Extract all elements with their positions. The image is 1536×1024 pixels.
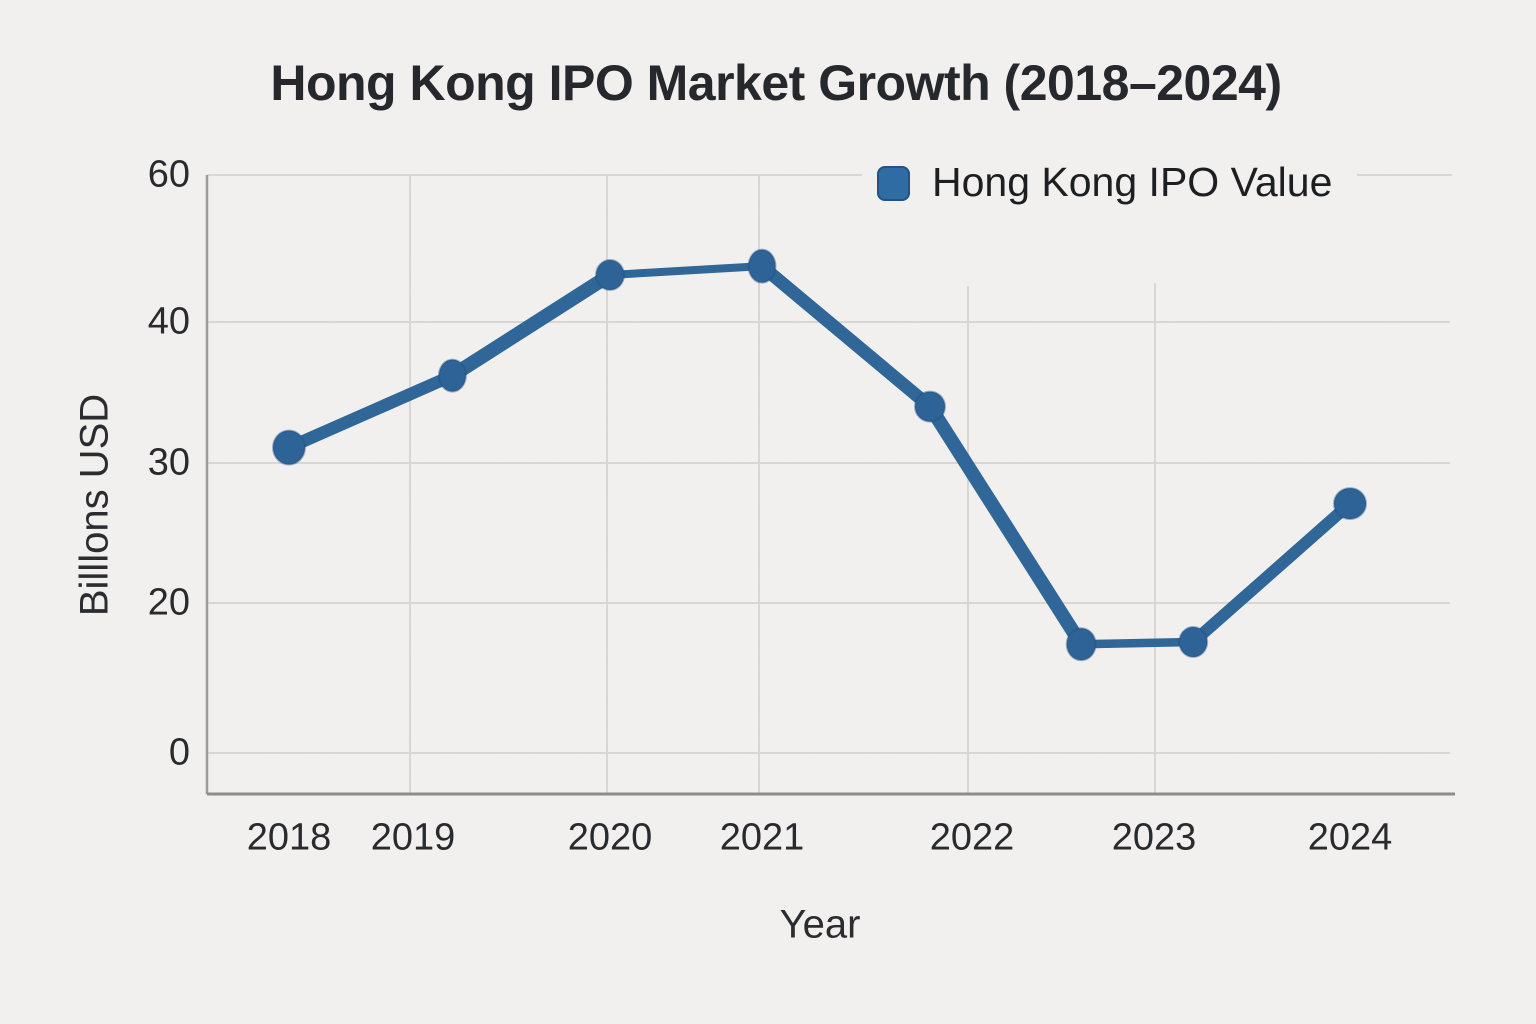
legend: Hong Kong IPO Value xyxy=(877,158,1333,205)
data-point-marker xyxy=(914,390,946,423)
data-point-marker xyxy=(1178,626,1209,658)
data-point-marker xyxy=(747,248,777,284)
x-tick-label: 2023 xyxy=(1111,816,1197,859)
y-tick-label: 30 xyxy=(147,441,190,484)
line-segment xyxy=(1076,637,1198,649)
x-tick-label: 2024 xyxy=(1307,816,1393,859)
x-tick-label: 2018 xyxy=(246,816,332,859)
y-tick-label: 40 xyxy=(147,300,190,343)
y-tick-label: 20 xyxy=(147,581,190,624)
line-segment xyxy=(755,259,937,414)
chart-title: Hong Kong IPO Market Growth (2018–2024) xyxy=(270,55,1282,111)
line-segment xyxy=(282,369,459,454)
legend-label: Hong Kong IPO Value xyxy=(932,158,1333,205)
y-tick-label: 60 xyxy=(147,153,190,196)
x-tick-label: 2019 xyxy=(370,816,456,859)
line-segment xyxy=(445,267,617,383)
x-tick-label: 2020 xyxy=(567,816,653,859)
x-axis-title: Year xyxy=(779,902,861,947)
data-point-marker xyxy=(272,429,306,466)
data-point-marker xyxy=(437,358,467,393)
legend-swatch-icon xyxy=(877,166,910,201)
x-tick-label: 2022 xyxy=(929,816,1015,859)
line-segment xyxy=(1187,497,1356,648)
data-point-marker xyxy=(1065,627,1097,662)
y-tick-label: 0 xyxy=(168,731,190,774)
data-point-marker xyxy=(1333,487,1367,521)
x-tick-label: 2021 xyxy=(719,816,805,859)
line-segment xyxy=(606,262,766,279)
line-segment xyxy=(923,399,1089,652)
data-point-marker xyxy=(595,258,625,291)
